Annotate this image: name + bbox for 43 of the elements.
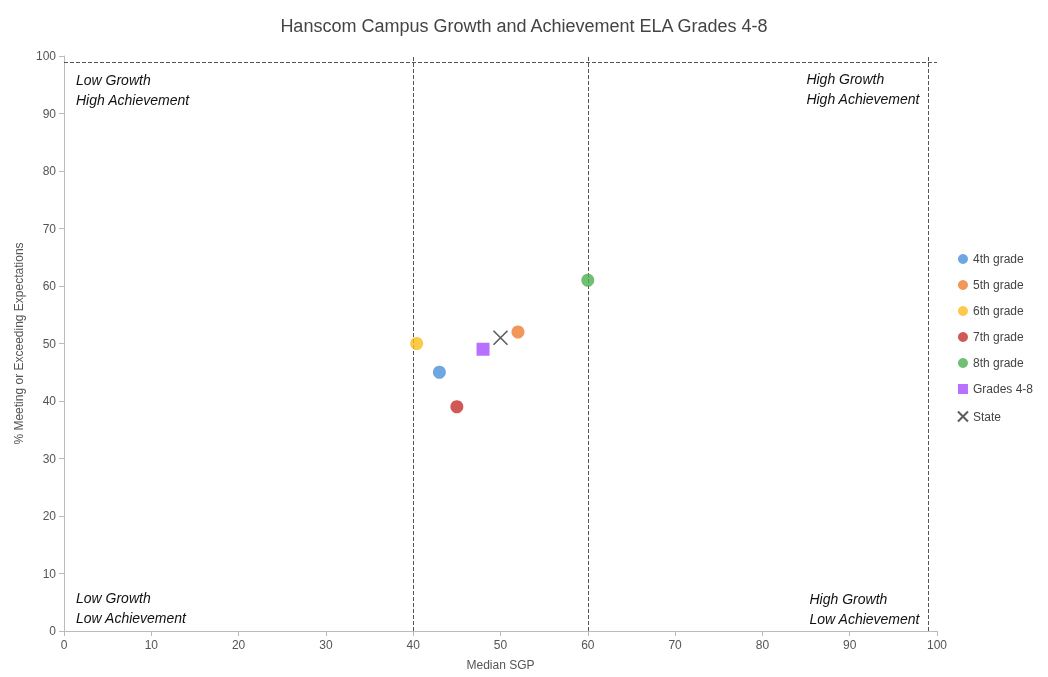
x-tick-label: 60 — [581, 638, 595, 652]
point — [511, 325, 525, 339]
x-tick-label: 50 — [493, 638, 508, 652]
x-tick-label: 30 — [319, 638, 333, 652]
y-tick-label: 50 — [42, 336, 57, 351]
x-tick-label: 40 — [406, 638, 421, 652]
y-tick-label: 90 — [42, 106, 57, 121]
x-tick-label: 100 — [926, 638, 948, 652]
legend-label: 6th grade — [972, 304, 1024, 318]
point — [450, 400, 464, 414]
point — [432, 365, 446, 379]
point — [492, 329, 509, 346]
y-tick-label: 80 — [42, 164, 57, 178]
y-tick-label: 30 — [42, 451, 57, 466]
x-tick-label: 20 — [231, 638, 246, 652]
chart-title: Hanscom Campus Growth and Achievement ELA Grades 4-8 — [280, 16, 768, 36]
annotation: High Growth Low Achievement — [809, 591, 921, 627]
x-tick-label: 80 — [755, 638, 770, 652]
y-tick-label: 40 — [42, 394, 57, 408]
y-tick-label: 0 — [49, 624, 57, 638]
x-axis-title: Median SGP — [466, 658, 535, 672]
point — [581, 273, 595, 287]
legend-label: 8th grade — [972, 356, 1024, 370]
x-tick-label: 70 — [668, 638, 683, 652]
y-axis-title: % Meeting or Exceeding Expectations — [12, 242, 27, 445]
legend-label: State — [972, 409, 1002, 424]
x-tick-label: 10 — [144, 638, 159, 652]
annotation: Low Growth High Achievement — [76, 72, 191, 108]
x-tick-label: 90 — [843, 638, 857, 652]
x-tick-label: 0 — [60, 638, 68, 652]
y-tick-label: 70 — [42, 221, 57, 236]
annotation: Low Growth Low Achievement — [76, 590, 188, 626]
annotation: High Growth High Achievement — [806, 71, 921, 107]
y-tick-label: 100 — [35, 49, 57, 63]
y-tick-label: 60 — [42, 279, 57, 293]
legend-label: Grades 4-8 — [972, 382, 1034, 396]
y-tick-label: 20 — [42, 509, 57, 523]
legend-label: 7th grade — [972, 330, 1024, 344]
y-tick-label: 10 — [42, 566, 57, 581]
point — [476, 342, 490, 356]
point — [410, 337, 424, 350]
legend-label: 5th grade — [972, 278, 1024, 292]
legend-label: 4th grade — [972, 252, 1024, 266]
